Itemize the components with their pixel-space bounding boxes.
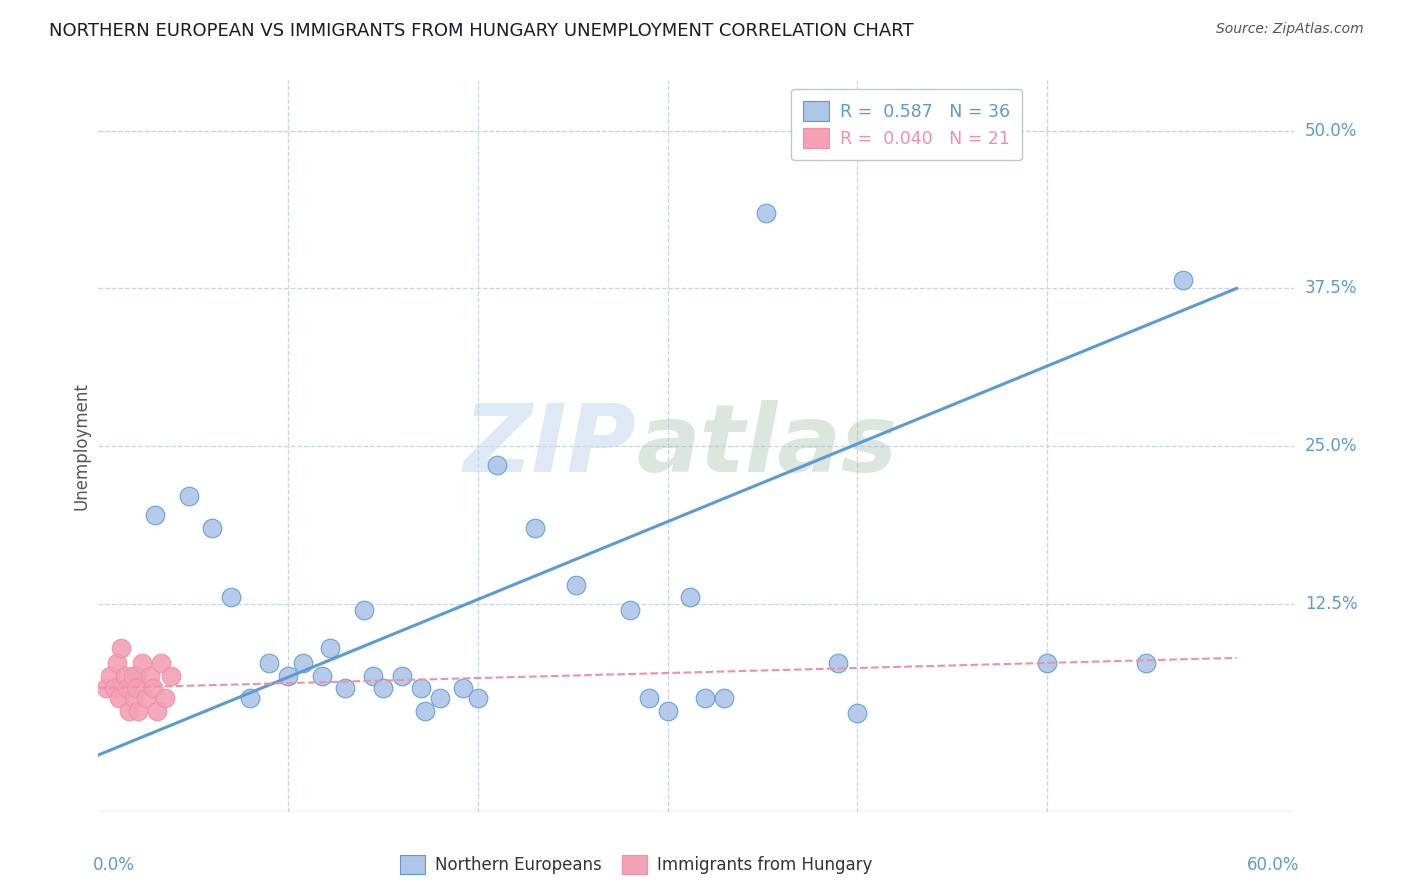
Text: 37.5%: 37.5%: [1305, 279, 1357, 297]
Point: [98, 668, 121, 682]
Point: [429, 691, 451, 706]
Point: [413, 704, 436, 718]
Point: [94, 681, 117, 695]
Point: [142, 681, 165, 695]
Point: [319, 640, 342, 655]
Point: [695, 691, 717, 706]
Point: [121, 668, 143, 682]
Point: [333, 681, 356, 695]
Point: [371, 681, 394, 695]
Point: [138, 668, 160, 682]
Point: [131, 656, 153, 670]
Point: [292, 656, 315, 670]
Point: [619, 603, 641, 617]
Y-axis label: Unemployment: Unemployment: [72, 382, 90, 510]
Point: [1036, 656, 1059, 670]
Point: [125, 668, 148, 682]
Point: [115, 681, 138, 695]
Point: [124, 691, 146, 706]
Point: [485, 458, 508, 472]
Legend: Northern Europeans, Immigrants from Hungary: Northern Europeans, Immigrants from Hung…: [389, 845, 883, 884]
Text: 60.0%: 60.0%: [1247, 855, 1299, 873]
Point: [219, 591, 242, 605]
Text: ZIP: ZIP: [464, 400, 636, 492]
Point: [159, 668, 181, 682]
Point: [755, 205, 778, 219]
Point: [1135, 656, 1157, 670]
Point: [657, 704, 679, 718]
Text: 25.0%: 25.0%: [1305, 437, 1357, 455]
Point: [713, 691, 735, 706]
Point: [565, 578, 588, 592]
Point: [150, 656, 173, 670]
Point: [179, 490, 201, 504]
Point: [108, 691, 131, 706]
Point: [637, 691, 659, 706]
Point: [103, 681, 125, 695]
Point: [143, 508, 166, 523]
Point: [277, 668, 299, 682]
Text: 50.0%: 50.0%: [1305, 121, 1357, 140]
Point: [409, 681, 432, 695]
Text: NORTHERN EUROPEAN VS IMMIGRANTS FROM HUNGARY UNEMPLOYMENT CORRELATION CHART: NORTHERN EUROPEAN VS IMMIGRANTS FROM HUN…: [49, 22, 914, 40]
Text: 0.0%: 0.0%: [93, 855, 135, 873]
Point: [353, 603, 375, 617]
Point: [118, 704, 141, 718]
Point: [153, 691, 176, 706]
Point: [110, 640, 132, 655]
Point: [239, 691, 262, 706]
Point: [114, 668, 136, 682]
Point: [1173, 272, 1195, 286]
Point: [523, 521, 546, 535]
Point: [827, 656, 849, 670]
Point: [391, 668, 413, 682]
Text: Source: ZipAtlas.com: Source: ZipAtlas.com: [1216, 22, 1364, 37]
Point: [105, 656, 128, 670]
Point: [146, 704, 169, 718]
Point: [467, 691, 489, 706]
Point: [451, 681, 474, 695]
Text: 12.5%: 12.5%: [1305, 595, 1357, 613]
Point: [201, 521, 224, 535]
Point: [127, 704, 149, 718]
Text: atlas: atlas: [636, 400, 897, 492]
Point: [846, 706, 869, 721]
Point: [311, 668, 333, 682]
Point: [363, 668, 385, 682]
Point: [257, 656, 280, 670]
Point: [679, 591, 702, 605]
Point: [135, 691, 157, 706]
Point: [125, 681, 148, 695]
